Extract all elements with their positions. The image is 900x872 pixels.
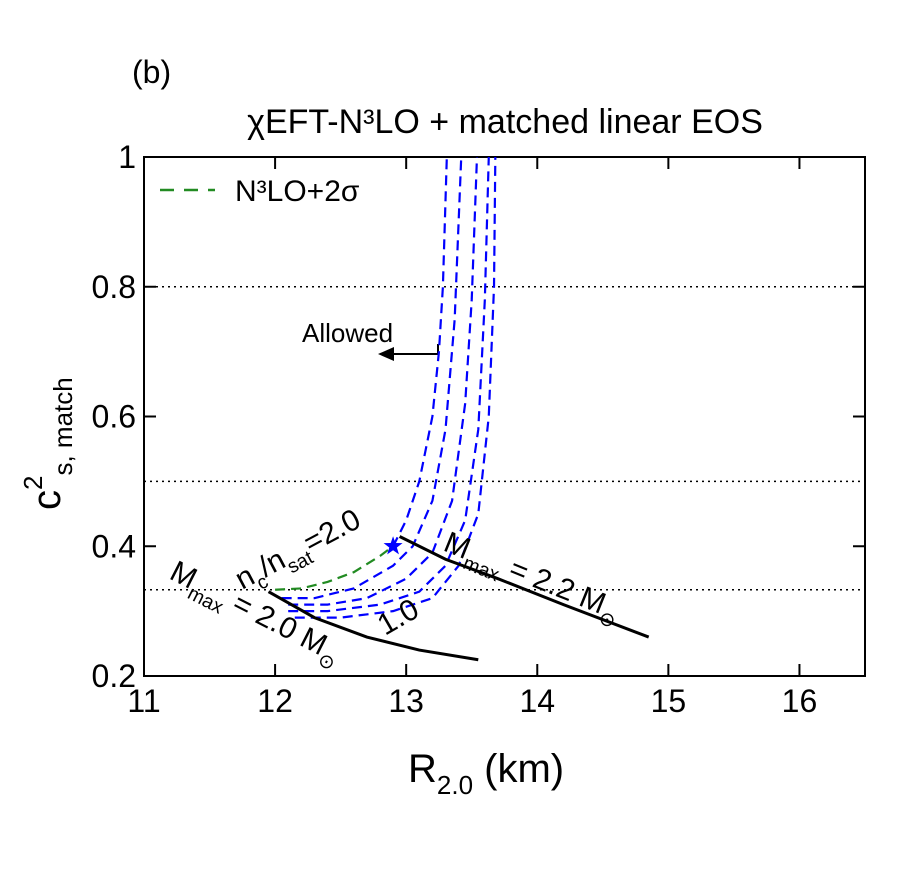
y-tick-label: 1 <box>118 139 136 175</box>
y-axis-label-part: 2 <box>18 476 48 490</box>
annotation-part: max <box>184 582 227 618</box>
series-line <box>267 590 479 662</box>
series-line <box>275 545 394 591</box>
panel-label: (b) <box>132 54 171 90</box>
annotation: Mmax = 2.2 M⊙ <box>437 526 626 633</box>
y-tick-label: 0.4 <box>92 528 136 564</box>
annotation-part: =2.0 <box>298 503 366 560</box>
annotation-part: max <box>460 552 503 586</box>
annotation-part: 1.0 <box>372 593 425 642</box>
y-axis-label-part: s, match <box>48 377 78 475</box>
x-axis-label-part: R <box>408 747 437 791</box>
series-line <box>392 156 448 547</box>
annotation-part: = 2.2 M <box>497 549 611 621</box>
y-tick-label: 0.2 <box>92 658 136 694</box>
x-tick-label: 15 <box>651 683 687 719</box>
x-axis-label-part: (km) <box>473 747 564 791</box>
annotation: 1.0 <box>372 593 425 642</box>
series-line <box>288 156 490 613</box>
x-axis-label-part: 2.0 <box>437 770 473 800</box>
series-line <box>294 156 497 619</box>
x-axis-label: R2.0 (km) <box>408 747 564 800</box>
series-line <box>398 535 650 639</box>
x-tick-label: 11 <box>127 683 160 719</box>
x-tick-label: 12 <box>257 683 293 719</box>
star-marker <box>383 536 403 555</box>
y-tick-label: 0.6 <box>92 399 136 435</box>
series-line <box>281 156 463 600</box>
annotation: Mmax = 2.0 M⊙ <box>162 555 347 676</box>
x-tick-label: 13 <box>388 683 424 719</box>
y-tick-label: 0.8 <box>92 269 136 305</box>
legend-label: N³LO+2σ <box>235 175 360 208</box>
annotation: Allowed <box>302 318 393 348</box>
chart-title: χEFT-N³LO + matched linear EOS <box>247 103 763 141</box>
series-line <box>288 156 479 606</box>
x-tick-label: 16 <box>782 683 818 719</box>
annotation-part: ⊙ <box>595 607 618 634</box>
y-axis-label-part: c <box>25 490 69 510</box>
annotation-part: Allowed <box>302 318 393 348</box>
x-tick-label: 14 <box>519 683 555 719</box>
y-axis-label: c2s, match <box>18 377 78 510</box>
